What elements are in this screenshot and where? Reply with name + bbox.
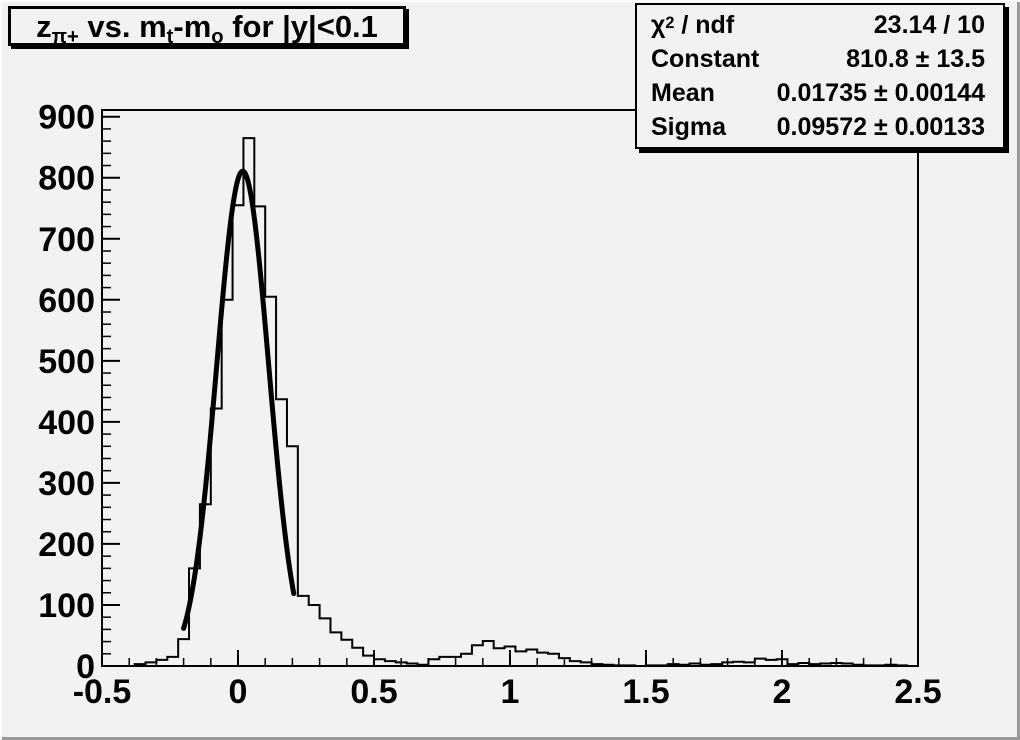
stat-value: 0.09572 ± 0.00133 [776, 112, 985, 141]
x-tick-label: -0.5 [73, 673, 132, 711]
x-tick-label: 1.5 [622, 673, 669, 711]
subscript: π+ [51, 25, 79, 48]
stat-row-constant: Constant 810.8 ± 13.5 [651, 44, 985, 73]
y-tick-label: 300 [38, 465, 95, 503]
x-tick-label: 0.5 [350, 673, 397, 711]
stat-label: Mean [651, 78, 715, 107]
stat-row-sigma: Sigma 0.09572 ± 0.00133 [651, 112, 985, 141]
title-box: zπ+ vs. mt-mo for |y|<0.1 [8, 6, 406, 48]
histogram-line [102, 137, 918, 667]
stat-row-mean: Mean 0.01735 ± 0.00144 [651, 78, 985, 107]
subscript: o [211, 25, 224, 48]
stat-label: χ2 / ndf [651, 10, 735, 39]
y-tick-label: 0 [76, 648, 95, 686]
y-tick-label: 200 [38, 526, 95, 564]
stat-value: 810.8 ± 13.5 [846, 44, 985, 73]
stat-label: Sigma [651, 112, 727, 141]
y-tick-label: 700 [38, 221, 95, 259]
x-tick-label: 2 [773, 673, 792, 711]
stat-row-chi2-ndf: χ2 / ndf 23.14 / 10 [651, 10, 985, 39]
superscript: 2 [665, 13, 675, 32]
y-tick-label: 800 [38, 160, 95, 198]
y-tick-label: 900 [38, 99, 95, 137]
x-tick-label: 2.5 [894, 673, 941, 711]
subscript: t [166, 25, 174, 48]
plot-title: zπ+ vs. mt-mo for |y|<0.1 [36, 8, 378, 48]
stat-value: 23.14 / 10 [873, 10, 985, 39]
x-tick-label: 0 [229, 673, 248, 711]
stats-box: χ2 / ndf 23.14 / 10 Constant 810.8 ± 13.5 Me… [635, 3, 1005, 149]
y-tick-label: 100 [38, 587, 95, 625]
plot-frame [101, 109, 919, 667]
fit-curve [181, 168, 297, 631]
y-tick-label: 400 [38, 404, 95, 442]
x-tick-label: 1 [501, 673, 520, 711]
stat-value: 0.01735 ± 0.00144 [776, 78, 985, 107]
y-tick-label: 500 [38, 343, 95, 381]
y-tick-label: 600 [38, 282, 95, 320]
stat-label: Constant [651, 44, 760, 73]
